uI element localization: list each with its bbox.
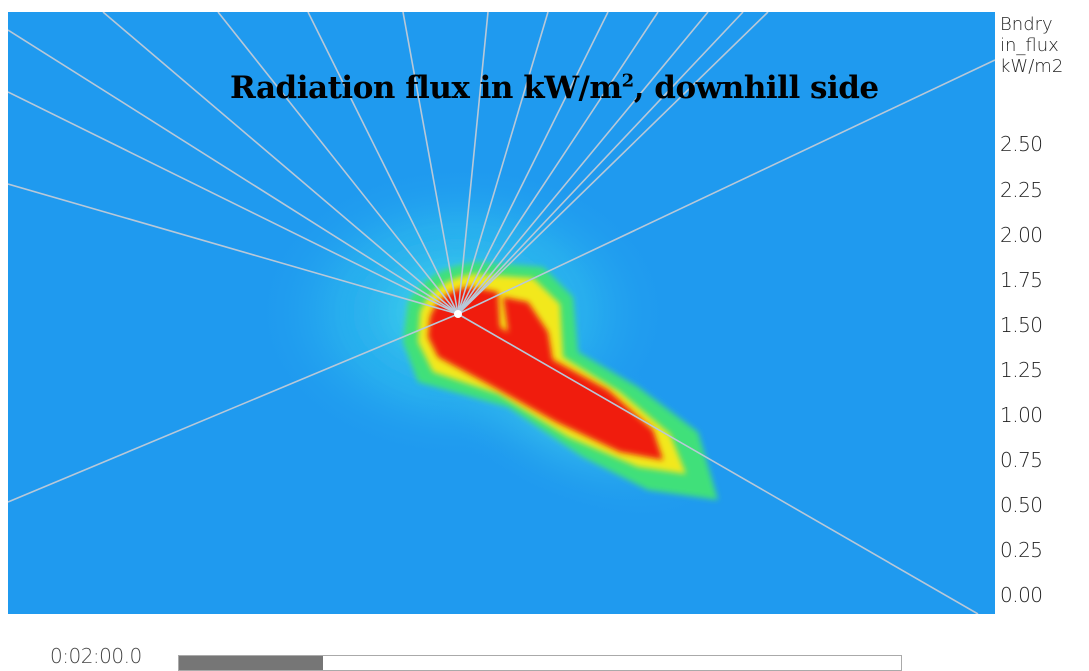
- source-point: [454, 310, 462, 318]
- legend-tick: 1.50: [1000, 313, 1043, 337]
- title-main: Radiation flux in kW/m: [230, 70, 622, 106]
- legend-scale: 2.50 2.25 2.00 1.75 1.50 1.25 1.00 0.75 …: [1000, 0, 1089, 620]
- timeline-bar: 0:02:00.0: [0, 630, 1089, 671]
- legend-heading-line: in_flux: [1000, 35, 1059, 56]
- legend-tick: 1.25: [1000, 358, 1043, 382]
- flux-plot: [8, 12, 995, 614]
- legend-heading-line: Bndry: [1000, 14, 1053, 35]
- simulation-viewport[interactable]: Radiation flux in kW/m2, downhill side: [8, 12, 995, 614]
- plot-title: Radiation flux in kW/m2, downhill side: [230, 70, 879, 106]
- title-tail: , downhill side: [633, 70, 879, 106]
- ray-lines: [8, 12, 995, 614]
- legend-heading-line: kW/m2: [1000, 56, 1064, 77]
- legend-heading: Bndry in_flux kW/m2: [1000, 14, 1063, 77]
- legend-tick: 0.25: [1000, 538, 1043, 562]
- title-superscript: 2: [621, 70, 635, 92]
- legend-tick: 2.50: [1000, 132, 1043, 156]
- legend-tick: 0.75: [1000, 448, 1043, 472]
- legend-tick: 1.75: [1000, 268, 1043, 292]
- legend-tick: 2.25: [1000, 178, 1043, 202]
- timeline-progress-fill: [179, 656, 324, 670]
- legend-tick: 1.00: [1000, 403, 1043, 427]
- time-readout: 0:02:00.0: [50, 644, 142, 668]
- legend-tick: 0.50: [1000, 493, 1043, 517]
- timeline-slider[interactable]: [178, 655, 902, 671]
- legend-tick: 0.00: [1000, 583, 1043, 607]
- legend-tick: 2.00: [1000, 223, 1043, 247]
